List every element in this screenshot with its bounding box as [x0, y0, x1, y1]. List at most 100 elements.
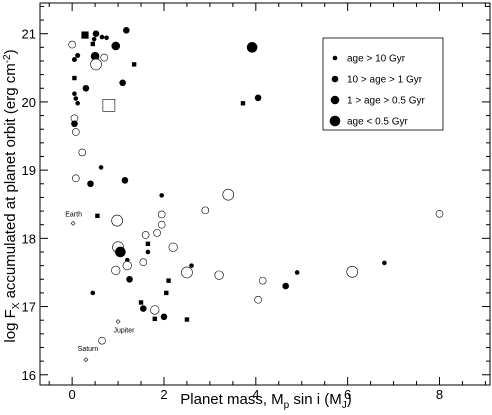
legend-box: [322, 37, 444, 131]
tick-marks: [40, 3, 490, 385]
legend-marker: [332, 55, 338, 61]
data-point: [222, 188, 235, 201]
data-point: [140, 305, 147, 312]
data-point: [157, 210, 166, 219]
data-point: [126, 275, 133, 283]
data-point: [68, 40, 76, 49]
data-point: [382, 260, 387, 266]
data-point: [72, 128, 80, 136]
planet-annotations: Earth Jupiter Saturn: [65, 212, 135, 353]
data-point: [83, 357, 89, 363]
data-point: [98, 165, 104, 170]
data-point: [72, 91, 77, 97]
data-point: [254, 295, 262, 304]
plot-frame: [39, 2, 491, 386]
data-point: [159, 193, 164, 198]
data-point: [139, 258, 148, 267]
legend-marker: [331, 75, 339, 83]
data-point: [160, 313, 168, 321]
legend-marker: [329, 115, 341, 127]
data-point: [72, 75, 77, 81]
y-title-part-1: log F: [2, 309, 19, 342]
data-point: [104, 35, 109, 41]
data-point: [122, 261, 132, 271]
legend: age > 10 Gyr 10 > age > 1 Gyr 1 > age > 0.…: [322, 37, 444, 131]
data-point: [119, 79, 126, 87]
data-point: [91, 36, 97, 42]
y-title-sub-1: X: [11, 302, 22, 309]
planet-label: Saturn: [78, 346, 99, 353]
data-point: [153, 229, 161, 237]
data-point: [189, 263, 194, 268]
data-points: [68, 26, 444, 363]
data-point: [254, 94, 262, 102]
data-point: [115, 319, 121, 324]
data-point: [145, 249, 151, 255]
data-point: [90, 41, 96, 47]
x-title-sub-2: J: [342, 400, 347, 411]
data-point: [115, 246, 126, 258]
x-title-part-1: Planet mass, M: [180, 391, 283, 408]
y-tick-label: 17: [22, 300, 36, 315]
x-tick-label: 0: [69, 387, 76, 402]
y-tick-label: 20: [22, 95, 36, 110]
data-point: [121, 177, 129, 184]
data-point: [111, 214, 123, 227]
legend-label: age < 0.5 Gyr: [347, 117, 409, 128]
data-point: [131, 62, 137, 67]
data-point: [123, 26, 130, 34]
legend-label: age > 10 Gyr: [347, 54, 406, 65]
data-point: [164, 290, 169, 296]
data-point: [201, 206, 210, 215]
x-tick-label: 4: [252, 387, 259, 402]
data-point: [78, 148, 87, 157]
x-axis-title: Planet mass, Mp sin i (MJ): [180, 391, 351, 411]
legend-marker: [330, 95, 340, 105]
data-point: [214, 270, 224, 280]
data-point: [141, 231, 150, 239]
data-point: [181, 266, 193, 279]
data-point: [102, 99, 116, 112]
data-point: [111, 41, 121, 51]
data-point: [294, 270, 300, 275]
data-point: [240, 101, 246, 106]
data-point: [346, 265, 359, 278]
planet-label: Jupiter: [113, 327, 135, 334]
x-title-sub-1: p: [284, 400, 290, 411]
data-point: [258, 276, 267, 285]
data-point: [99, 34, 105, 40]
data-point: [75, 53, 81, 59]
data-point: [75, 100, 80, 106]
data-point: [111, 265, 121, 276]
x-tick-label: 8: [436, 387, 443, 402]
x-tick-label: 2: [160, 387, 167, 402]
data-point: [98, 336, 106, 345]
data-point: [145, 241, 151, 246]
x-tick-label: 6: [344, 387, 351, 402]
data-point: [168, 242, 178, 252]
data-point: [71, 57, 77, 63]
data-point: [150, 305, 160, 315]
x-title-part-3: ): [347, 391, 352, 408]
y-tick-label: 16: [22, 368, 36, 383]
legend-label: 10 > age > 1 Gyr: [347, 75, 423, 86]
data-point: [82, 84, 90, 92]
data-point: [90, 290, 96, 296]
legend-label: 1 > age > 0.5 Gyr: [347, 96, 425, 107]
data-point: [87, 180, 94, 188]
data-point: [90, 51, 100, 61]
data-point: [71, 120, 78, 128]
data-point: [435, 209, 444, 218]
y-tick-label: 19: [22, 163, 36, 178]
y-tick-label: 21: [22, 27, 36, 42]
data-point: [73, 96, 79, 101]
data-point: [157, 220, 166, 229]
tick-labels: 0 2 4 6 8 16 17 18 19 20 21: [22, 27, 444, 402]
data-point: [90, 58, 102, 71]
data-point: [152, 316, 157, 322]
data-point: [81, 31, 89, 39]
planet-label: Earth: [65, 212, 82, 219]
data-point: [100, 53, 109, 62]
x-title-part-2: sin i (M: [289, 391, 342, 408]
